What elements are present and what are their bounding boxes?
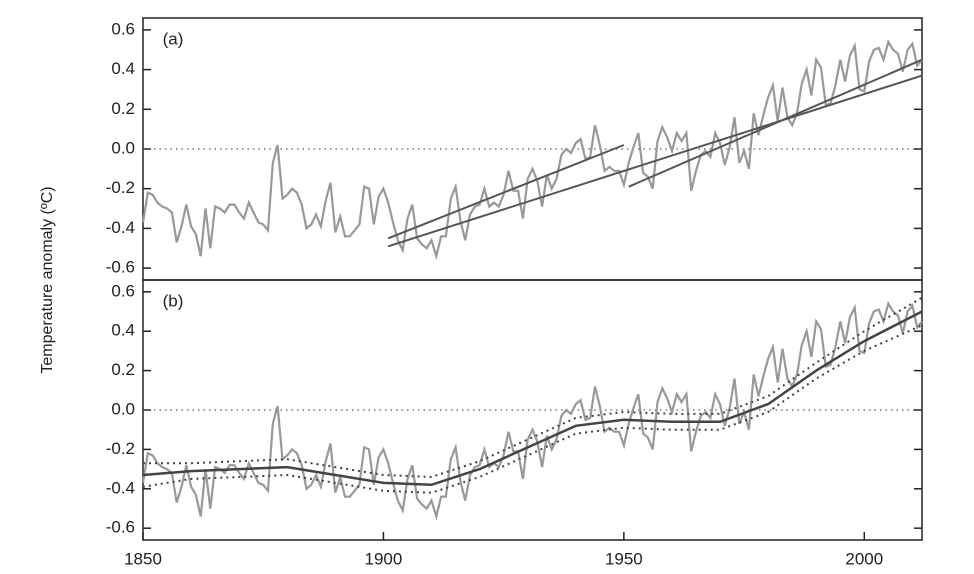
x-tick-label: 1850	[124, 549, 162, 568]
x-tick-label: 1950	[605, 549, 643, 568]
x-tick-label: 1900	[365, 549, 403, 568]
y-tick-label: 0.4	[111, 59, 135, 78]
y-tick-label: 0.2	[111, 99, 135, 118]
temperature-line	[141, 39, 923, 261]
panel-label: (b)	[163, 291, 184, 310]
y-tick-label: 0.4	[111, 321, 135, 340]
y-tick-label: -0.6	[106, 518, 135, 537]
y-tick-label: 0.2	[111, 360, 135, 379]
y-axis-label: Temperature anomaly (ºC)	[39, 186, 56, 373]
y-tick-label: 0.6	[111, 19, 135, 38]
y-tick-label: -0.6	[106, 258, 135, 277]
y-tick-label: -0.4	[106, 478, 135, 497]
y-tick-label: 0.0	[111, 138, 135, 157]
trend-line	[387, 74, 923, 248]
bound-line	[143, 296, 923, 479]
x-tick-label: 2000	[845, 549, 883, 568]
y-tick-label: -0.2	[106, 178, 135, 197]
y-tick-label: -0.4	[106, 218, 135, 237]
panel-label: (a)	[163, 29, 184, 48]
trend-line	[628, 58, 923, 188]
y-tick-label: 0.0	[111, 399, 135, 418]
smooth-line	[142, 310, 923, 487]
y-tick-label: 0.6	[111, 281, 135, 300]
trend-line	[387, 144, 625, 240]
y-tick-label: -0.2	[106, 439, 135, 458]
